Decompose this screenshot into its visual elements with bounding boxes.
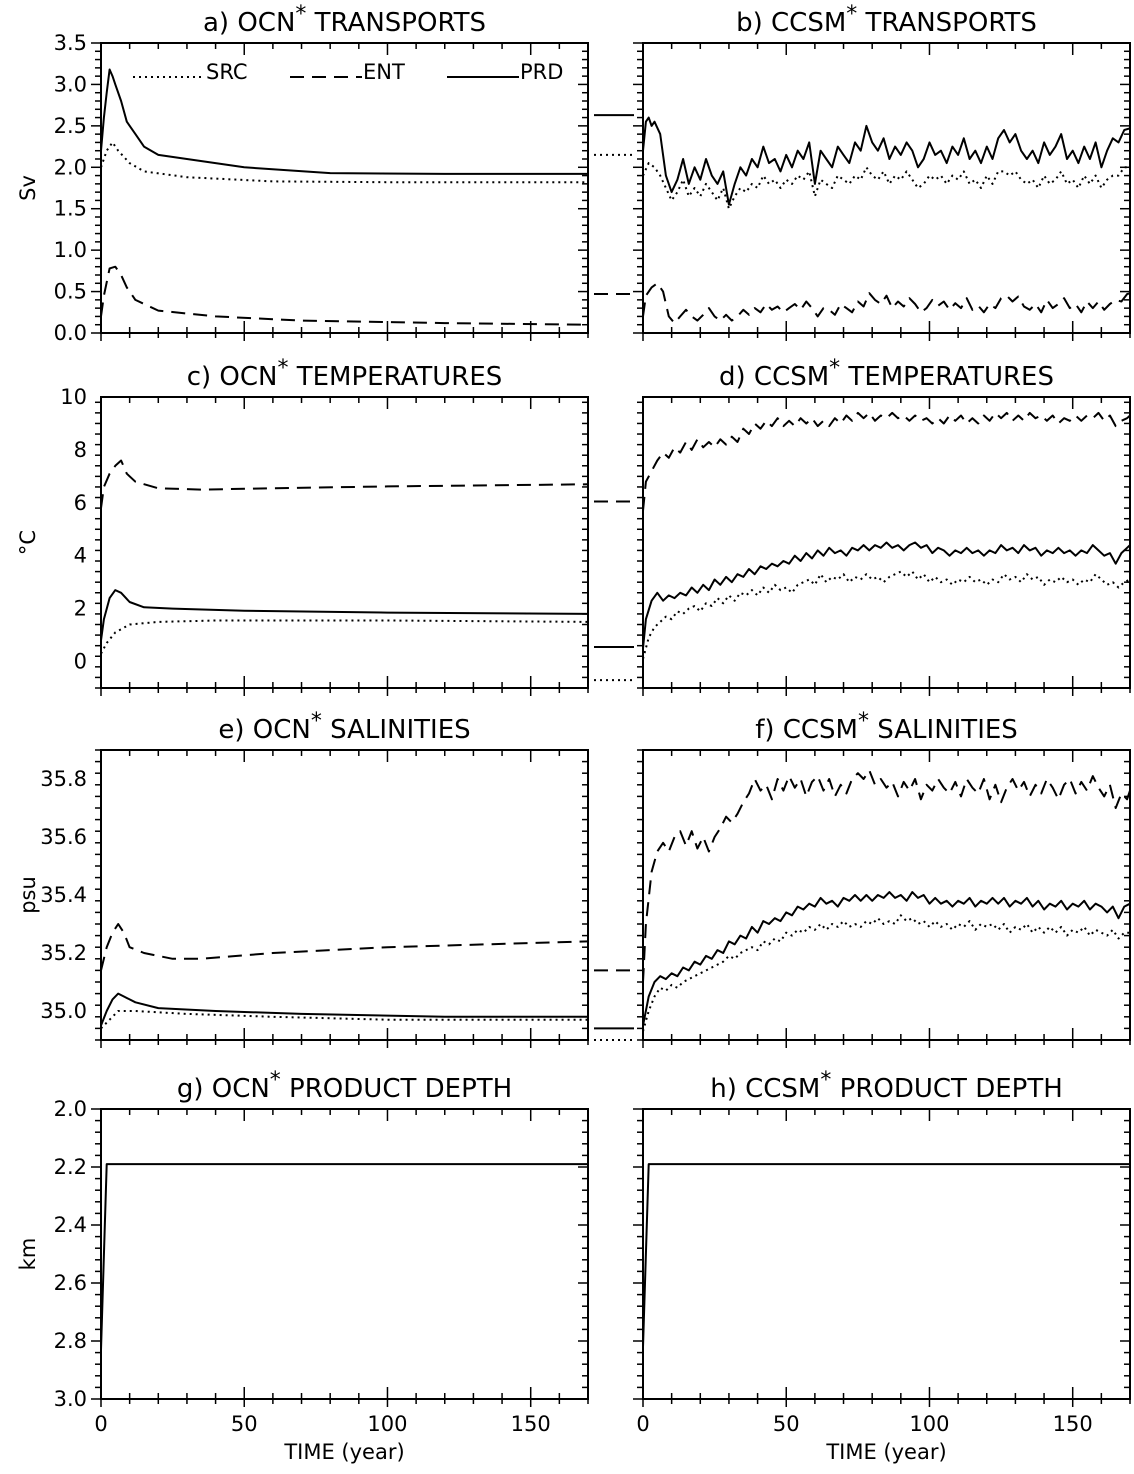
y-tick-label: 1.0 [54,238,87,262]
legend: SRC ENT PRD [133,60,563,84]
series-line-src [643,570,1130,660]
panel-g: g) OCN* PRODUCT DEPTH 2.0 2.2 2.4 2.6 2.8 3.0 0… [16,1068,589,1464]
x-tick-label: 150 [511,1412,551,1436]
series-line-ent [101,265,588,326]
y-tick-label: 35.0 [40,999,87,1023]
y-tick-label: 2.5 [54,114,87,138]
series-line-ent [643,282,1130,325]
legend-label-ent: ENT [363,60,405,84]
panel-title: f) CCSM* SALINITIES [755,709,1018,745]
x-tick-label: 0 [94,1412,107,1436]
panel-d: d) CCSM* TEMPERATURES [594,356,1131,696]
y-tick-label: 2 [74,597,87,621]
panel-title: h) CCSM* PRODUCT DEPTH [710,1068,1063,1104]
plot-frame [100,42,589,334]
plot-frame [642,1108,1131,1400]
y-tick-label: 10 [60,385,87,409]
y-tick-label: 2.0 [54,1097,87,1121]
plot-frame [100,396,589,689]
y-tick-label: 2.6 [54,1271,87,1295]
series-line-prd [643,1163,1130,1347]
y-tick-label: 2.4 [54,1213,87,1237]
series-line-ent [643,411,1130,511]
series-line-prd [101,1163,588,1350]
series-line-src [101,141,588,184]
panel-title: d) CCSM* TEMPERATURES [719,356,1054,392]
series-line-prd [101,992,588,1026]
x-tick-label: 50 [773,1412,800,1436]
legend-label-src: SRC [206,60,248,84]
series-line-prd [643,541,1130,649]
series-line-ent [101,923,588,971]
panel-title: a) OCN* TRANSPORTS [203,2,486,38]
panel-title: e) OCN* SALINITIES [218,709,470,745]
x-tick-label: 100 [909,1412,949,1436]
legend-label-prd: PRD [520,60,563,84]
series-line-prd [101,589,588,641]
y-tick-label: 35.6 [40,825,87,849]
panel-title: c) OCN* TEMPERATURES [187,356,503,392]
plot-frame [642,42,1131,334]
y-tick-label: 35.4 [40,883,87,907]
plot-frame [642,396,1131,689]
series-line-src [101,619,588,655]
panel-h: h) CCSM* PRODUCT DEPTH 0 50 100 150 TIME (yea… [633,1068,1131,1464]
panel-a: a) OCN* TRANSPORTS 0.0 0.5 1.0 1.5 2.0 2.5 3.0 3… [16,2,589,345]
series-line-ent [643,769,1130,983]
y-tick-label: 0 [74,650,87,674]
x-axis-label: TIME (year) [283,1440,404,1464]
y-tick-label: 2.2 [54,1155,87,1179]
y-axis-label: psu [16,876,40,914]
y-tick-label: 0.5 [54,280,87,304]
y-tick-label: 2.8 [54,1329,87,1353]
series-line-src [101,1010,588,1030]
series-line-prd [643,116,1130,206]
x-tick-label: 50 [231,1412,258,1436]
panel-f: f) CCSM* SALINITIES [594,709,1131,1048]
y-tick-label: 35.2 [40,941,87,965]
series-line-prd [101,68,588,175]
x-tick-label: 150 [1053,1412,1093,1436]
panel-e: e) OCN* SALINITIES 35.0 35.2 35.4 35.6 35.8 ps… [16,709,589,1048]
y-tick-label: 1.5 [54,197,87,221]
y-tick-label: 0.0 [54,321,87,345]
panel-c: c) OCN* TEMPERATURES 0 2 4 6 8 10 °C [16,356,589,696]
panel-title: b) CCSM* TRANSPORTS [736,2,1037,38]
y-axis-label: km [16,1238,40,1271]
plot-frame [100,1108,589,1400]
series-line-prd [643,891,1130,1026]
panel-b: b) CCSM* TRANSPORTS [594,2,1131,341]
series-line-src [643,914,1130,1032]
x-axis-label: TIME (year) [825,1440,946,1464]
panel-title: g) OCN* PRODUCT DEPTH [177,1068,512,1104]
plot-frame [642,749,1131,1041]
y-axis-label: Sv [16,175,40,201]
y-tick-label: 8 [74,438,87,462]
x-tick-label: 0 [636,1412,649,1436]
y-tick-label: 3.0 [54,72,87,96]
y-tick-label: 3.0 [54,1387,87,1411]
y-tick-label: 35.8 [40,767,87,791]
y-tick-label: 3.5 [54,31,87,55]
y-tick-label: 4 [74,544,87,568]
y-axis-label: °C [16,530,40,555]
series-line-ent [101,459,588,509]
x-tick-label: 100 [367,1412,407,1436]
plot-frame [100,749,589,1041]
y-tick-label: 2.0 [54,155,87,179]
series-line-src [643,162,1130,210]
y-tick-label: 6 [74,491,87,515]
